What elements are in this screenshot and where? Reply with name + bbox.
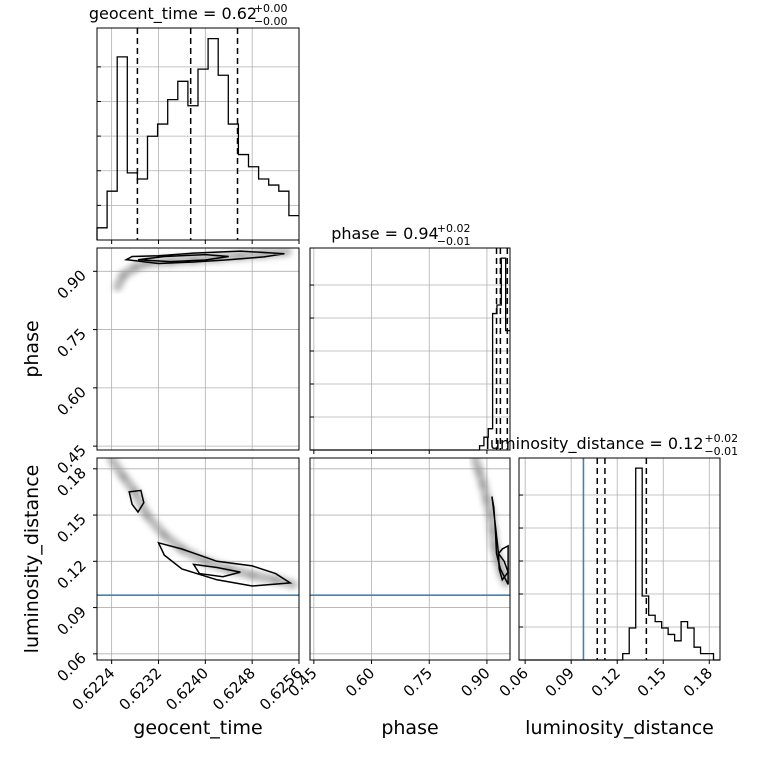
ytick-label: 0.06 bbox=[53, 649, 89, 685]
density-contour-1 bbox=[497, 551, 509, 582]
ytick-label: 0.09 bbox=[53, 603, 89, 639]
xtick-label: 0.6232 bbox=[115, 664, 165, 714]
title-text: geocent_time = 0.62 bbox=[89, 4, 257, 24]
title-sub: −0.01 bbox=[437, 235, 471, 248]
density-contour-1 bbox=[157, 541, 293, 587]
xtick-label: 0.18 bbox=[680, 664, 716, 700]
ytick-label: 0.75 bbox=[53, 325, 89, 361]
density-contour-2 bbox=[192, 563, 241, 578]
title-text: luminosity_distance = 0.12 bbox=[485, 434, 703, 454]
title-sub: −0.01 bbox=[704, 445, 738, 458]
ylabel-phase: phase bbox=[21, 320, 43, 377]
hist-panel-phase: phase = 0.94+0.02−0.01 bbox=[309, 222, 511, 451]
panel-title-geocent_time: geocent_time = 0.62+0.00−0.00 bbox=[89, 2, 288, 28]
panel-title-phase: phase = 0.94+0.02−0.01 bbox=[331, 222, 470, 248]
density-contour-1 bbox=[137, 253, 229, 263]
xlabel-luminosity_distance: luminosity_distance bbox=[525, 717, 714, 739]
density-band bbox=[271, 575, 298, 589]
ytick-label: 0.15 bbox=[53, 510, 89, 546]
xtick-label: 0.06 bbox=[496, 664, 532, 700]
ytick-label: 0.12 bbox=[53, 556, 89, 592]
hist-frame bbox=[518, 457, 721, 661]
xtick-label: 0.6240 bbox=[162, 664, 212, 714]
hist-step-phase bbox=[310, 257, 510, 451]
title-sup: +0.00 bbox=[254, 2, 288, 15]
pair-inner bbox=[310, 458, 510, 660]
density-contour-0 bbox=[128, 489, 145, 514]
xlabel-phase: phase bbox=[381, 717, 438, 739]
hist-panel-luminosity_distance: luminosity_distance = 0.12 +0.02−0.01 bbox=[485, 432, 738, 661]
pair-frame bbox=[309, 457, 511, 661]
pair-frame bbox=[96, 247, 300, 451]
density-contour-0 bbox=[123, 250, 285, 265]
xtick-label: 0.15 bbox=[634, 664, 670, 700]
pair-inner bbox=[97, 458, 299, 660]
ytick-label: 0.60 bbox=[53, 383, 89, 419]
pair-panel-geocent_time-luminosity_distance bbox=[96, 457, 300, 661]
xtick-label: 0.6248 bbox=[209, 664, 259, 714]
title-text: phase = 0.94 bbox=[331, 224, 438, 243]
xlabel-geocent_time: geocent_time bbox=[133, 717, 262, 739]
pair-frame bbox=[96, 457, 300, 661]
title-sup: +0.02 bbox=[704, 432, 738, 445]
hist-step-geocent_time bbox=[96, 37, 299, 240]
hist-step-luminosity_distance bbox=[519, 467, 720, 661]
xtick-label: 0.60 bbox=[342, 664, 378, 700]
pair-panel-phase-luminosity_distance bbox=[309, 457, 511, 661]
ytick-label: 0.90 bbox=[53, 266, 89, 302]
hist-frame bbox=[309, 247, 511, 451]
hist-frame bbox=[96, 27, 300, 241]
pair-panel-geocent_time-phase bbox=[96, 247, 300, 451]
density-cloud bbox=[470, 458, 510, 588]
density-contour-0 bbox=[491, 496, 509, 585]
xtick-label: 0.09 bbox=[542, 664, 578, 700]
xaxis-luminosity_distance: 0.06 0.09 0.12 0.15 0.18 luminosity_distance bbox=[496, 660, 716, 739]
hist-panel-geocent_time: geocent_time = 0.62+0.00−0.00 bbox=[89, 2, 300, 241]
xtick-label: 0.75 bbox=[400, 664, 436, 700]
title-sub: −0.00 bbox=[254, 15, 288, 28]
xtick-label: 0.12 bbox=[588, 664, 624, 700]
pair-inner bbox=[97, 248, 299, 450]
title-sup: +0.02 bbox=[437, 222, 471, 235]
xaxis-geocent_time: 0.62240.62320.62400.62480.6256geocent_ti… bbox=[69, 660, 306, 739]
ylabel-luminosity_distance: luminosity_distance bbox=[21, 465, 43, 654]
xtick-label: 0.90 bbox=[457, 664, 493, 700]
panel-title-luminosity_distance: luminosity_distance = 0.12 +0.02−0.01 bbox=[485, 432, 738, 458]
